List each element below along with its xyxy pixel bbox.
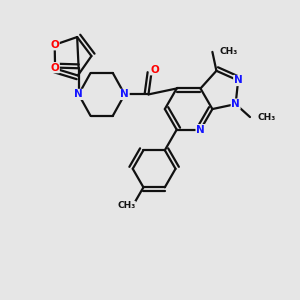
Text: O: O [50, 40, 59, 50]
Text: CH₃: CH₃ [117, 202, 135, 211]
Text: N: N [234, 76, 242, 85]
Text: O: O [150, 65, 159, 75]
Text: N: N [196, 125, 205, 135]
Text: CH₃: CH₃ [220, 47, 238, 56]
Text: O: O [50, 63, 59, 73]
Text: N: N [231, 99, 240, 109]
Text: N: N [74, 89, 83, 99]
Text: CH₃: CH₃ [257, 112, 276, 122]
Text: N: N [120, 89, 129, 99]
